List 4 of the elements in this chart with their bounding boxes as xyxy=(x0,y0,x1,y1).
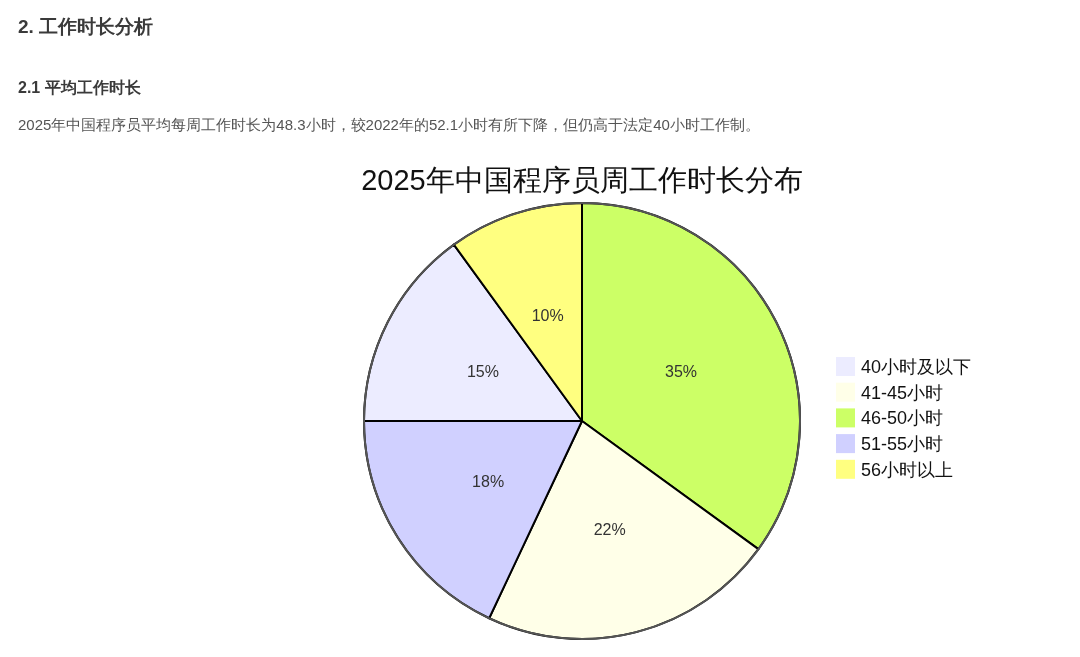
title: 2025年中国程序员周工作时长分布 xyxy=(361,164,803,196)
annotation: 2.1 平均工作时长 xyxy=(18,79,141,96)
annotation: 2025年中国程序员平均每周工作时长为48.3小时，较2022年的52.1小时有所下降，但仍高于法定40小时工作制。 xyxy=(18,116,760,133)
annotation: 2. 工作时长分析 xyxy=(18,16,154,37)
